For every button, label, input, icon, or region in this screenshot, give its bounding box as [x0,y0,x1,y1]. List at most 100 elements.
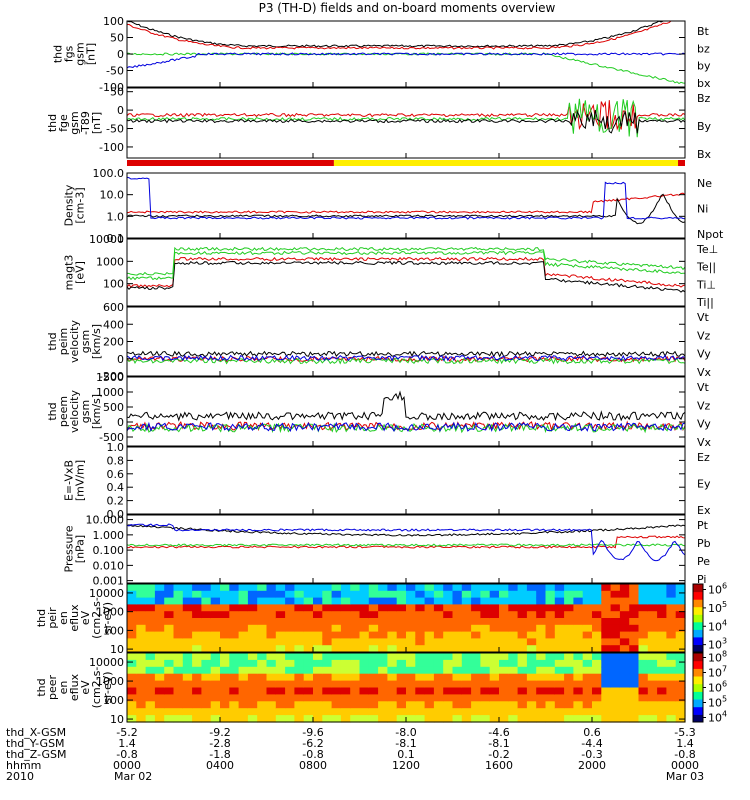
spectrogram-cell [173,701,184,709]
spectrogram-cell [359,597,370,605]
spectrogram-cell [452,631,463,639]
spectrogram-cell [378,701,388,709]
panel-frame [126,172,686,239]
spectrogram-cell [396,597,407,605]
spectrogram-cell [275,597,286,605]
spectrogram-cell [285,645,295,653]
spectrogram-cell [154,624,165,633]
spectrogram-cell [322,645,333,653]
spectrogram-cell [638,694,649,702]
spectrogram-cell [406,680,416,689]
spectrogram-cell [638,584,649,592]
spectrogram-cell [294,694,305,702]
spectrogram-cell [266,618,277,626]
spectrogram-cell [229,645,240,653]
spectrogram-cell [322,687,333,695]
spectrogram-cell [173,708,184,716]
spectrogram-cell [573,590,584,599]
spectrogram-cell [275,694,286,702]
spectrogram-cell [461,638,472,646]
spectrogram-cell [619,590,630,599]
spectrogram-cell [154,687,165,695]
spectrogram-cell [433,611,444,619]
spectrogram-cell [582,638,593,646]
spectrogram-cell [582,611,593,619]
spectrogram-cell [508,624,519,633]
legend-entry: Vz [697,399,711,412]
spectrogram-cell [331,624,342,633]
spectrogram-cell [229,653,240,661]
spectrogram-cell [545,618,556,626]
series-line-Te|| [126,260,686,293]
x-axis-value: -9.6 [302,726,323,739]
colorbar-segment [693,691,703,700]
spectrogram-cell [350,659,361,668]
spectrogram-cell [201,611,212,619]
spectrogram-cell [350,715,361,723]
spectrogram-cell [582,687,593,695]
spectrogram-cell [601,715,612,723]
series-line-Vy [126,357,686,365]
spectrogram-cell [452,584,463,592]
spectrogram-cell [322,618,333,626]
spectrogram-cell [127,666,137,675]
spectrogram-cell [582,715,593,723]
spectrogram-cell [610,653,621,661]
spectrogram-cell [480,666,491,675]
series-line-Vx [126,421,686,433]
y-tick-label: 1000 [96,606,124,619]
legend-entry: Npot [697,228,724,241]
spectrogram-cell [229,673,240,682]
spectrogram-cell [154,680,165,689]
spectrogram-cell [313,645,323,653]
spectrogram-cell [201,680,212,689]
spectrogram-cell [350,653,361,661]
spectrogram-cell [303,687,314,695]
spectrogram-cell [257,694,268,702]
spectrogram-cell [424,584,435,592]
y-axis-label: thd [52,45,65,63]
spectrogram-cell [285,687,295,695]
spectrogram-cell [526,694,537,702]
spectrogram-cell [489,611,500,619]
spectrogram-cell [229,701,240,709]
legend-entry: Pe [697,555,710,568]
colorbar-segment [693,660,703,669]
spectrogram-cell [526,631,537,639]
spectrogram-cell [610,673,621,682]
spectrogram-cell [294,584,305,592]
spectrogram-cell [210,590,221,599]
spectrogram-cell [545,687,556,695]
spectrogram-cell [257,687,268,695]
spectrogram-cell [313,694,323,702]
spectrogram-cell [396,645,407,653]
spectrogram-cell [220,631,230,639]
spectrogram-cell [489,618,500,626]
spectrogram-cell [461,611,472,619]
x-axis-value: 0800 [299,759,327,772]
spectrogram-cell [173,715,184,723]
spectrogram-cell [666,645,677,653]
spectrogram-cell [424,611,435,619]
y-axis-label: thd [46,332,59,350]
spectrogram-cell [359,673,370,682]
spectrogram-cell [285,659,295,668]
spectrogram-cell [582,673,593,682]
spectrogram-cell [499,653,509,661]
y-tick-label: -100 [99,81,124,94]
spectrogram-cell [545,584,556,592]
spectrogram-cell [424,618,435,626]
spectrogram-cell [396,584,407,592]
legend-entry: Bx [697,148,712,161]
y-axis-label: [mV/m] [74,460,87,501]
spectrogram-cell [517,597,528,605]
spectrogram-cell [629,611,640,619]
spectrogram-cell [573,584,584,592]
x-axis-row-label: 2010 [6,770,34,783]
spectrogram-cell [154,694,165,702]
spectrogram-cell [387,638,398,646]
spectrogram-cell [220,584,230,592]
spectrogram-cell [619,638,630,646]
spectrogram-cell [331,597,342,605]
spectrogram-cell [303,715,314,723]
